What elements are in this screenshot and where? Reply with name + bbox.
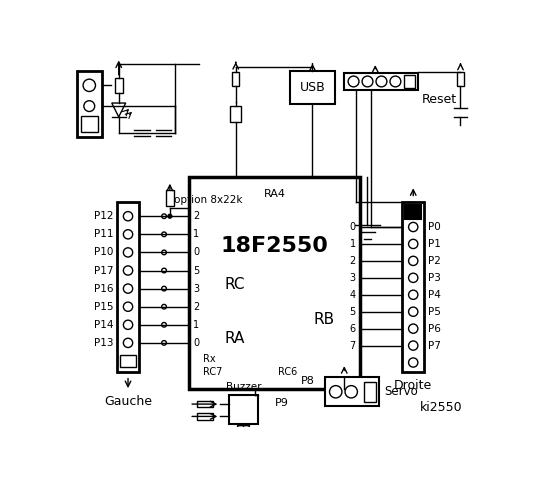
Text: 7: 7 [349, 341, 356, 350]
Text: 18F2550: 18F2550 [221, 236, 328, 256]
Text: 3: 3 [193, 284, 199, 294]
Bar [345, 73, 418, 90]
Text: P5: P5 [428, 307, 441, 317]
Text: 5: 5 [193, 265, 200, 276]
Bar [77, 72, 102, 137]
Bar [115, 78, 123, 93]
Bar [404, 75, 415, 88]
Text: RC7: RC7 [203, 367, 222, 377]
Text: P7: P7 [428, 341, 441, 350]
Bar [197, 413, 212, 420]
Text: 0: 0 [193, 247, 199, 257]
Text: P4: P4 [428, 290, 441, 300]
Text: Rx: Rx [203, 354, 216, 364]
Text: 0: 0 [193, 338, 199, 348]
Text: 2: 2 [193, 302, 200, 312]
Text: P12: P12 [94, 211, 113, 221]
Text: P0: P0 [428, 222, 441, 232]
Text: P10: P10 [94, 247, 113, 257]
Text: RA4: RA4 [263, 189, 285, 199]
Text: 6: 6 [349, 324, 356, 334]
Text: 1: 1 [349, 239, 356, 249]
Bar [229, 395, 258, 424]
Text: P8: P8 [301, 376, 315, 386]
Bar [364, 382, 376, 402]
Text: Servo: Servo [384, 385, 418, 398]
Bar [457, 72, 464, 86]
Text: P11: P11 [94, 229, 113, 240]
Text: P17: P17 [94, 265, 113, 276]
Text: P14: P14 [94, 320, 113, 330]
Polygon shape [112, 103, 126, 117]
Text: P9: P9 [275, 397, 289, 408]
Bar [120, 355, 136, 367]
Text: 4: 4 [349, 290, 356, 300]
Text: ki2550: ki2550 [420, 401, 462, 414]
Bar [117, 203, 139, 372]
Text: 5: 5 [349, 307, 356, 317]
Text: P6: P6 [428, 324, 441, 334]
Text: P2: P2 [428, 256, 441, 266]
Text: RC6: RC6 [278, 367, 297, 377]
Text: P15: P15 [94, 302, 113, 312]
Bar [166, 191, 174, 206]
Text: option 8x22k: option 8x22k [174, 195, 242, 205]
Text: P1: P1 [428, 239, 441, 249]
Text: RC: RC [224, 277, 244, 292]
Text: 3: 3 [349, 273, 356, 283]
Text: 0: 0 [349, 222, 356, 232]
Bar [81, 116, 98, 132]
Text: P3: P3 [428, 273, 441, 283]
Text: 2: 2 [349, 256, 356, 266]
Text: Droite: Droite [394, 379, 432, 392]
Bar [325, 377, 379, 407]
Text: Buzzer: Buzzer [226, 382, 261, 392]
Text: RB: RB [313, 312, 335, 327]
Bar [231, 106, 241, 121]
Text: P13: P13 [94, 338, 113, 348]
Circle shape [242, 445, 246, 449]
Text: Gauche: Gauche [104, 395, 152, 408]
Text: 1: 1 [193, 320, 199, 330]
Circle shape [168, 214, 172, 218]
Text: Reset: Reset [421, 94, 457, 107]
Bar [403, 203, 424, 372]
Bar [189, 177, 360, 389]
Text: 2: 2 [193, 211, 200, 221]
Bar [405, 205, 421, 219]
Text: USB: USB [300, 81, 325, 94]
Text: 1: 1 [193, 229, 199, 240]
Bar [232, 72, 239, 86]
Polygon shape [237, 426, 250, 438]
Bar [197, 401, 212, 407]
Bar [290, 72, 335, 104]
Text: P16: P16 [94, 284, 113, 294]
Text: RA: RA [224, 331, 244, 346]
